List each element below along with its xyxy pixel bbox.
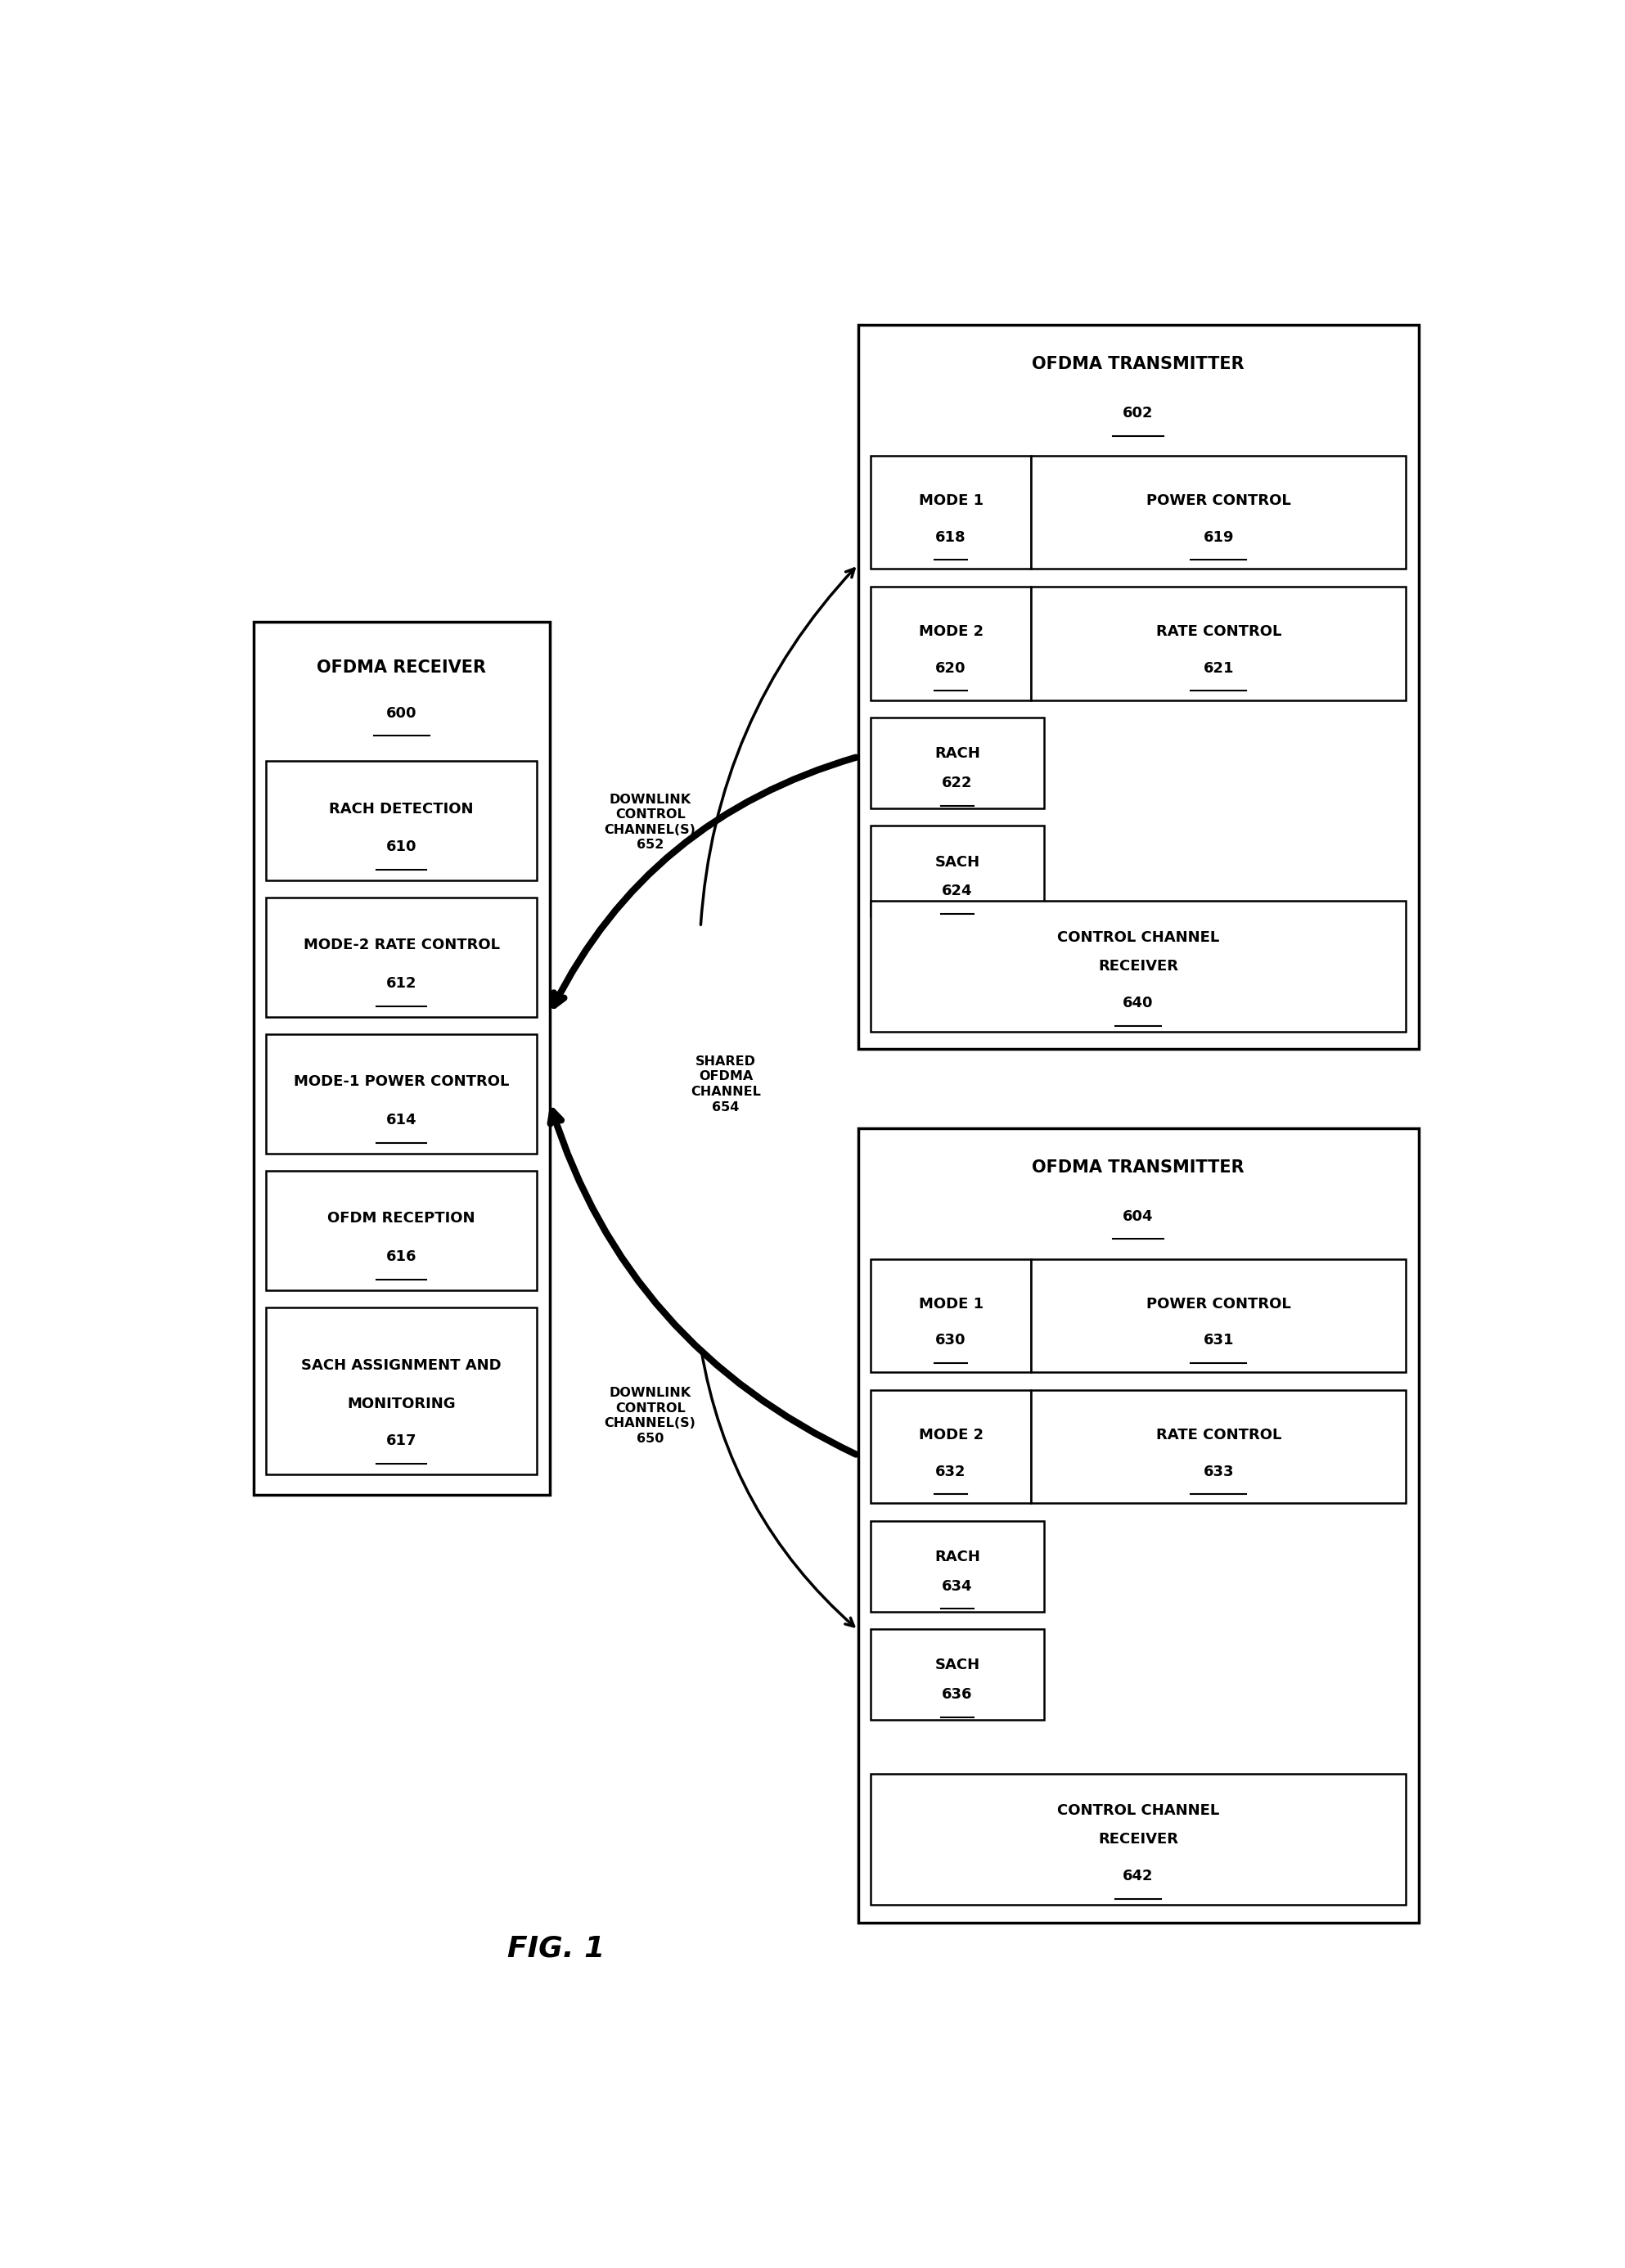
Text: SACH: SACH bbox=[934, 1658, 980, 1674]
Text: SACH: SACH bbox=[934, 855, 980, 869]
Text: 612: 612 bbox=[387, 975, 418, 991]
Text: RECEIVER: RECEIVER bbox=[1099, 1833, 1178, 1846]
Text: OFDMA TRANSMITTER: OFDMA TRANSMITTER bbox=[1032, 356, 1245, 372]
Text: 633: 633 bbox=[1202, 1465, 1233, 1479]
Text: MODE-2 RATE CONTROL: MODE-2 RATE CONTROL bbox=[304, 939, 499, 953]
Text: RATE CONTROL: RATE CONTROL bbox=[1155, 1429, 1280, 1442]
Bar bbox=[254, 621, 549, 1495]
Text: MODE 1: MODE 1 bbox=[918, 1297, 983, 1311]
Bar bbox=[871, 717, 1043, 807]
Text: 618: 618 bbox=[936, 531, 967, 544]
Text: RACH: RACH bbox=[934, 1549, 980, 1565]
Bar bbox=[871, 826, 1043, 916]
Text: RACH: RACH bbox=[934, 746, 980, 762]
Text: 604: 604 bbox=[1123, 1209, 1154, 1225]
Text: OFDM RECEPTION: OFDM RECEPTION bbox=[328, 1211, 476, 1227]
Text: OFDMA RECEIVER: OFDMA RECEIVER bbox=[317, 660, 486, 676]
Bar bbox=[266, 898, 536, 1016]
Bar bbox=[266, 1034, 536, 1154]
Text: 636: 636 bbox=[942, 1687, 972, 1701]
Text: POWER CONTROL: POWER CONTROL bbox=[1146, 494, 1290, 508]
Text: 620: 620 bbox=[936, 660, 967, 676]
Text: 602: 602 bbox=[1123, 406, 1154, 420]
Text: MODE 2: MODE 2 bbox=[918, 1429, 983, 1442]
Bar bbox=[871, 587, 1032, 701]
Bar bbox=[1032, 1259, 1406, 1372]
Text: 610: 610 bbox=[387, 839, 418, 855]
Text: OFDMA TRANSMITTER: OFDMA TRANSMITTER bbox=[1032, 1159, 1245, 1175]
Text: DOWNLINK
CONTROL
CHANNEL(S)
650: DOWNLINK CONTROL CHANNEL(S) 650 bbox=[605, 1388, 696, 1445]
Bar bbox=[871, 456, 1032, 569]
Text: 640: 640 bbox=[1123, 996, 1154, 1009]
Text: SACH ASSIGNMENT AND: SACH ASSIGNMENT AND bbox=[301, 1359, 502, 1372]
Text: 619: 619 bbox=[1202, 531, 1233, 544]
Text: 614: 614 bbox=[387, 1114, 418, 1127]
Text: FIG. 1: FIG. 1 bbox=[507, 1935, 604, 1962]
Text: MODE-1 POWER CONTROL: MODE-1 POWER CONTROL bbox=[294, 1075, 509, 1089]
Bar bbox=[871, 1774, 1406, 1905]
Bar bbox=[1032, 587, 1406, 701]
Text: CONTROL CHANNEL: CONTROL CHANNEL bbox=[1058, 930, 1219, 946]
Bar bbox=[266, 1306, 536, 1474]
Text: 621: 621 bbox=[1202, 660, 1233, 676]
Text: CONTROL CHANNEL: CONTROL CHANNEL bbox=[1058, 1803, 1219, 1819]
Text: POWER CONTROL: POWER CONTROL bbox=[1146, 1297, 1290, 1311]
Text: DOWNLINK
CONTROL
CHANNEL(S)
652: DOWNLINK CONTROL CHANNEL(S) 652 bbox=[605, 794, 696, 850]
Bar bbox=[871, 1522, 1043, 1613]
Text: SHARED
OFDMA
CHANNEL
654: SHARED OFDMA CHANNEL 654 bbox=[691, 1055, 761, 1114]
Text: 634: 634 bbox=[942, 1579, 972, 1594]
Text: 622: 622 bbox=[942, 776, 972, 789]
Text: RATE CONTROL: RATE CONTROL bbox=[1155, 624, 1280, 640]
Text: 617: 617 bbox=[387, 1433, 418, 1449]
Text: RECEIVER: RECEIVER bbox=[1099, 959, 1178, 973]
Text: 624: 624 bbox=[942, 885, 972, 898]
Bar bbox=[1032, 456, 1406, 569]
Bar bbox=[871, 1390, 1032, 1504]
Text: 616: 616 bbox=[387, 1250, 418, 1263]
Text: MODE 1: MODE 1 bbox=[918, 494, 983, 508]
Text: MONITORING: MONITORING bbox=[348, 1397, 455, 1411]
Text: 630: 630 bbox=[936, 1334, 967, 1347]
Text: 632: 632 bbox=[936, 1465, 967, 1479]
Bar bbox=[266, 1170, 536, 1290]
Text: 642: 642 bbox=[1123, 1869, 1154, 1882]
Text: RACH DETECTION: RACH DETECTION bbox=[330, 801, 473, 816]
Bar bbox=[858, 324, 1419, 1050]
Bar bbox=[871, 1628, 1043, 1719]
Bar bbox=[1032, 1390, 1406, 1504]
Text: 600: 600 bbox=[387, 705, 418, 721]
Bar bbox=[266, 762, 536, 880]
Text: 631: 631 bbox=[1202, 1334, 1233, 1347]
Bar bbox=[871, 900, 1406, 1032]
Bar bbox=[858, 1127, 1419, 1923]
Bar bbox=[871, 1259, 1032, 1372]
Text: MODE 2: MODE 2 bbox=[918, 624, 983, 640]
